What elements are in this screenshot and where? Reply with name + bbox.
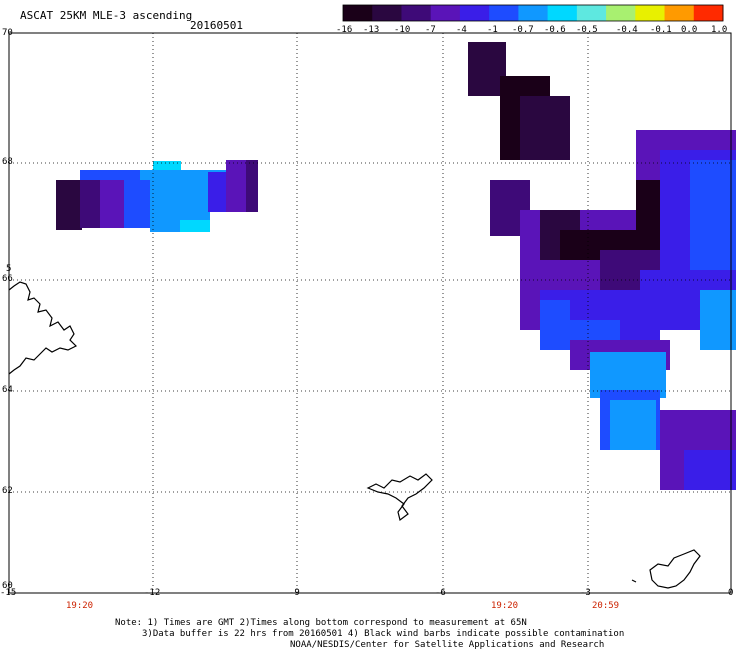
colorbar-strip: [343, 5, 724, 21]
plot-frame: [8, 32, 732, 594]
colorbar-segment: [343, 5, 373, 21]
colorbar-segment: [664, 5, 695, 21]
product-date: 20160501: [190, 19, 243, 32]
colorbar-tick: -0.5: [576, 25, 598, 35]
colorbar-segment: [547, 5, 578, 21]
colorbar-segment: [459, 5, 490, 21]
time-label: 19:20: [491, 601, 519, 611]
colorbar-segment: [518, 5, 549, 21]
note-line-1: Note: 1) Times are GMT 2)Times along bot…: [115, 618, 527, 628]
colorbar-tick: -7: [425, 25, 436, 35]
product-title: ASCAT 25KM MLE-3 ascending: [20, 9, 193, 22]
colorbar-segment: [635, 5, 666, 21]
colorbar-tick: 1.0: [711, 25, 728, 35]
time-label: 19:20: [66, 601, 94, 611]
colorbar-segment: [401, 5, 432, 21]
graticule: [9, 33, 731, 593]
lat-label: 66: [2, 274, 13, 284]
swath-north: [468, 42, 570, 236]
note-line-3: NOAA/NESDIS/Center for Satellite Applica…: [290, 640, 605, 650]
lon-label: 0: [728, 588, 734, 598]
colorbar-tick: -13: [363, 25, 380, 35]
lat-label: 68: [2, 157, 13, 167]
swath-east: [520, 130, 736, 490]
norway-coast: [631, 549, 701, 589]
iceland-coast: [8, 281, 78, 375]
lon-label: -6: [435, 588, 446, 598]
lon-label: -15: [0, 588, 17, 598]
colorbar-segment: [489, 5, 519, 21]
lon-label: -3: [580, 588, 591, 598]
colorbar-tick: 0.0: [681, 25, 698, 35]
colorbar-segment: [576, 5, 607, 21]
colorbar-segment: [693, 5, 724, 21]
colorbar-tick: -1: [487, 25, 498, 35]
colorbar-segment: [606, 5, 636, 21]
colorbar-tick: -0.6: [544, 25, 566, 35]
colorbar-segment: [430, 5, 461, 21]
faroe-coast: [366, 473, 433, 522]
lat-label: 60: [2, 581, 13, 591]
colorbar-frame: [342, 4, 724, 22]
lon-label: -12: [144, 588, 161, 598]
lon-label: -9: [289, 588, 300, 598]
colorbar-segment: [372, 5, 402, 21]
colorbar-tick: -10: [394, 25, 411, 35]
colorbar-tick: -0.4: [616, 25, 638, 35]
colorbar-tick: -4: [456, 25, 467, 35]
swath-west: [56, 160, 258, 232]
lat-label: 62: [2, 486, 13, 496]
lat-label: 64: [2, 385, 13, 395]
colorbar-tick: -0.1: [650, 25, 672, 35]
edge-label: 5: [6, 264, 12, 274]
colorbar-tick: -16: [336, 25, 353, 35]
time-label: 20:59: [592, 601, 620, 611]
note-line-2: 3)Data buffer is 22 hrs from 20160501 4)…: [142, 629, 625, 639]
lat-label: 70: [2, 28, 13, 38]
colorbar-tick: -0.7: [512, 25, 534, 35]
